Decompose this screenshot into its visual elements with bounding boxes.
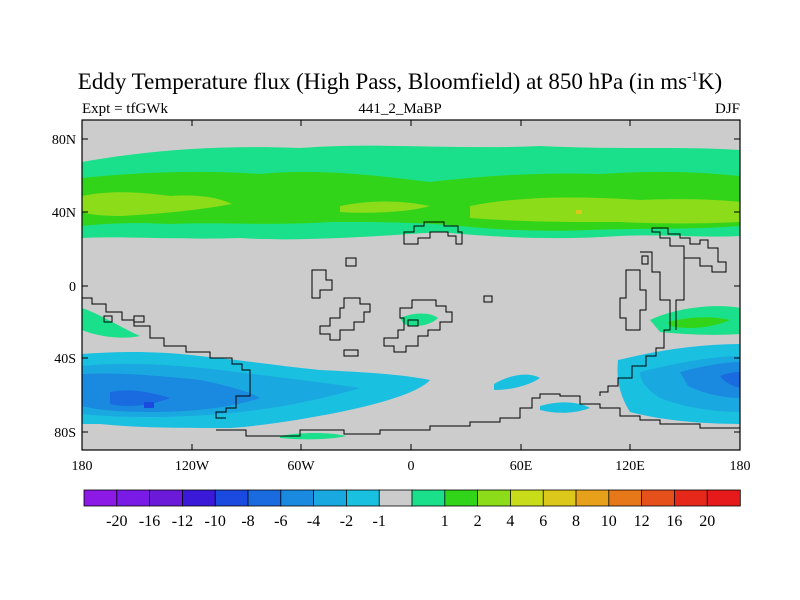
y-axis bbox=[82, 138, 740, 433]
colorbar-swatch bbox=[477, 489, 512, 507]
colorbar-label: -12 bbox=[172, 513, 193, 530]
y-tick-label-40s: 40S bbox=[54, 352, 76, 367]
colorbar-swatch bbox=[116, 489, 151, 507]
sh-band-core bbox=[110, 390, 170, 406]
coastline-island-small-2 bbox=[483, 295, 493, 303]
colorbar-label: 1 bbox=[441, 513, 449, 530]
coastline-southern-islands bbox=[343, 319, 419, 357]
coastline-australia bbox=[599, 251, 671, 396]
plot-title-unit-end: K) bbox=[697, 69, 723, 94]
colorbar-swatch bbox=[149, 489, 184, 507]
nh-band-core-center bbox=[340, 201, 430, 213]
colorbar-swatch bbox=[214, 489, 249, 507]
x-tick-label-180e: 180 bbox=[730, 459, 751, 474]
colorbar-label: -4 bbox=[307, 513, 320, 530]
colorbar-swatch bbox=[575, 489, 610, 507]
atlantic-tropical-patch bbox=[400, 313, 438, 326]
colorbar-label: 20 bbox=[699, 513, 715, 530]
coastline-indonesia bbox=[619, 269, 647, 331]
pacific-tropical-core bbox=[668, 317, 730, 328]
x-tick-label-0: 0 bbox=[408, 459, 415, 474]
colorbar-swatch bbox=[542, 489, 577, 507]
colorbar-label: -10 bbox=[205, 513, 226, 530]
colorbar-label: 6 bbox=[539, 513, 547, 530]
colorbar-label: 8 bbox=[572, 513, 580, 530]
antarctic-edge-patch bbox=[280, 433, 346, 440]
colorbar-swatch bbox=[181, 489, 216, 507]
coastline-small-boxes bbox=[103, 255, 649, 323]
colorbar-label: 16 bbox=[666, 513, 682, 530]
sh-band-core-east bbox=[720, 372, 740, 388]
colorbar-swatch bbox=[280, 489, 315, 507]
colorbar-label: -20 bbox=[106, 513, 127, 530]
colorbar-label: 4 bbox=[506, 513, 514, 530]
colorbar-label: -1 bbox=[373, 513, 386, 530]
colorbar-label: -16 bbox=[139, 513, 160, 530]
x-tick-label-60e: 60E bbox=[510, 459, 533, 474]
west-tropical-patch bbox=[82, 308, 140, 338]
colorbar-label: -2 bbox=[340, 513, 353, 530]
x-tick-label-120w: 120W bbox=[175, 459, 210, 474]
colorbar-label: 10 bbox=[601, 513, 617, 530]
sh-band-core-spot bbox=[144, 402, 154, 408]
x-tick-label-180w: 180 bbox=[72, 459, 93, 474]
run-id-label: 441_2_MaBP bbox=[358, 101, 442, 117]
colorbar-swatch bbox=[345, 489, 380, 507]
colorbar-label: -8 bbox=[241, 513, 254, 530]
colorbar-label: 2 bbox=[474, 513, 482, 530]
sh-band-deep-east bbox=[680, 362, 740, 398]
experiment-label: Expt = tfGWk bbox=[82, 101, 168, 117]
colorbar-label: 12 bbox=[634, 513, 650, 530]
coastline-south-america bbox=[319, 297, 371, 341]
colorbar-swatch bbox=[509, 489, 544, 507]
colorbar-label: -6 bbox=[274, 513, 287, 530]
plot-title: Eddy Temperature flux (High Pass, Bloomf… bbox=[0, 68, 800, 96]
nh-band-peak-spot bbox=[576, 210, 582, 214]
colorbar-swatch bbox=[706, 489, 741, 507]
coastline-africa bbox=[383, 299, 453, 353]
colorbar-swatch bbox=[83, 489, 118, 507]
coastline-eurasia bbox=[403, 221, 463, 245]
plot-title-text: Eddy Temperature flux (High Pass, Bloomf… bbox=[77, 69, 688, 94]
nh-band-core-east bbox=[470, 197, 740, 224]
x-tick-label-120e: 120E bbox=[615, 459, 645, 474]
colorbar-swatch bbox=[641, 489, 676, 507]
x-tick-label-60w: 60W bbox=[287, 459, 315, 474]
coastlines bbox=[82, 221, 740, 437]
plot-title-superscript: -1 bbox=[687, 68, 698, 84]
coastline-americas-south bbox=[216, 393, 740, 437]
coastline-coast-vertical bbox=[675, 258, 685, 330]
colorbar-swatch bbox=[674, 489, 708, 507]
colorbar-swatch bbox=[411, 489, 446, 507]
colorbar-swatch bbox=[444, 489, 479, 507]
sh-patch-indian bbox=[494, 374, 540, 390]
y-tick-label-80n: 80N bbox=[52, 133, 76, 148]
colorbar-swatch bbox=[247, 489, 282, 507]
coastline-islands bbox=[311, 269, 333, 299]
y-tick-label-0: 0 bbox=[69, 280, 76, 295]
nh-band-core-west bbox=[82, 192, 232, 216]
x-axis bbox=[191, 120, 631, 450]
colorbar-swatch bbox=[313, 489, 348, 507]
coastline-alaska bbox=[82, 297, 251, 419]
y-tick-label-80s: 80S bbox=[54, 426, 76, 441]
sh-patch-south bbox=[540, 402, 590, 413]
coastline-east-asia bbox=[651, 227, 727, 273]
y-tick-label-40n: 40N bbox=[52, 206, 76, 221]
colorbar: -20 -16 -12 -10 -8 -6 -4 -2 -1 1 2 4 6 8 10 12 16 20 bbox=[83, 489, 741, 530]
season-label: DJF bbox=[714, 101, 740, 117]
colorbar-swatch bbox=[378, 489, 413, 507]
map-field bbox=[82, 120, 740, 450]
colorbar-swatch bbox=[608, 489, 643, 507]
coastline-island-small-1 bbox=[345, 257, 357, 267]
